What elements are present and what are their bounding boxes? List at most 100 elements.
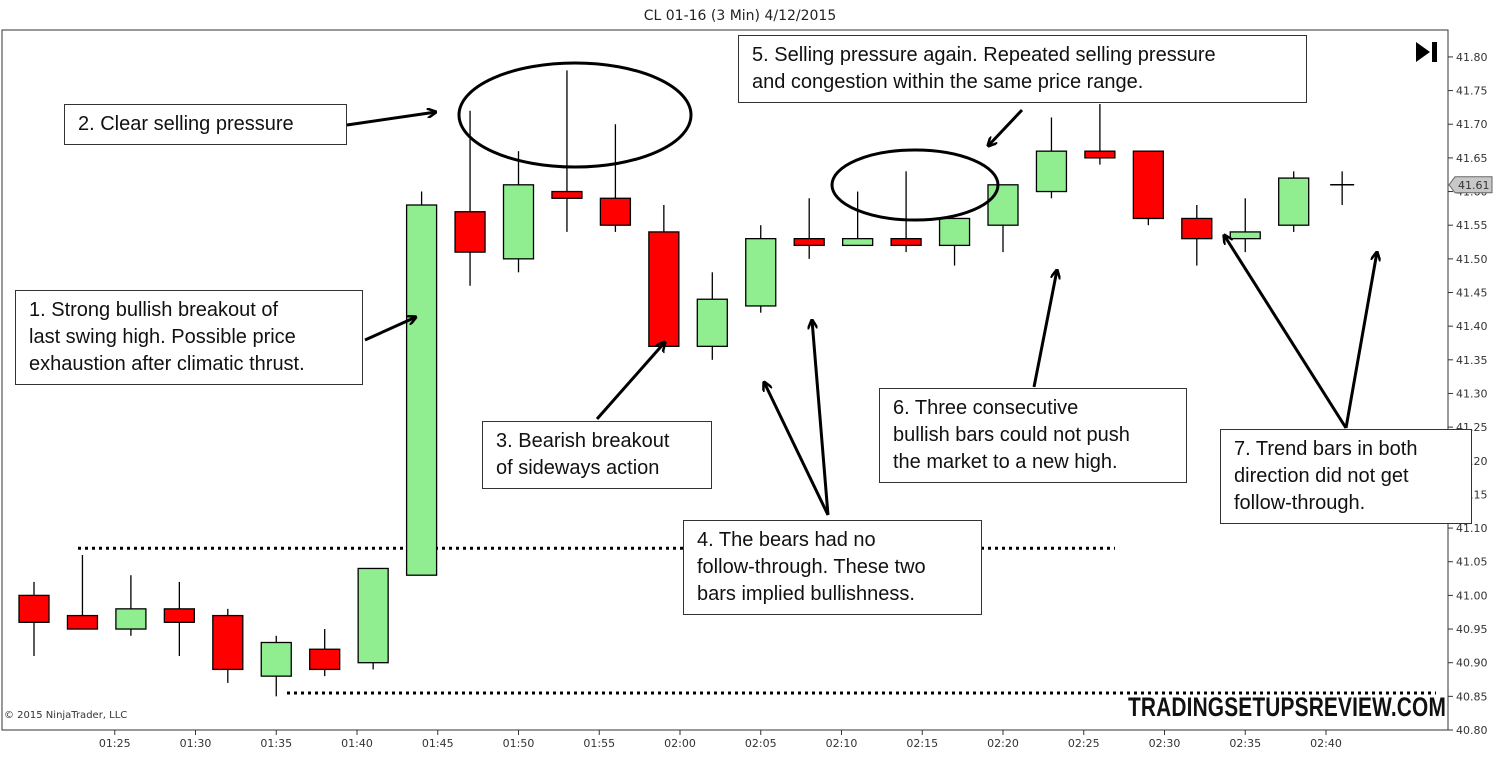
candle [163,581,196,656]
candle-body [987,184,1019,226]
price-tick-label: 41.00 [1456,589,1488,602]
candle [1035,117,1068,199]
time-tick-label: 02:25 [1068,737,1100,750]
price-tick-label: 41.75 [1456,85,1488,98]
candle [66,555,99,630]
candle [890,171,922,253]
annotation-box-1: 1. Strong bullish breakout of last swing… [15,290,363,385]
candle-body [745,238,777,307]
arrow-4a [764,382,830,516]
scroll-to-end-icon[interactable] [1413,40,1441,64]
candle [1132,150,1164,226]
candle [696,272,728,360]
price-tick-label: 41.55 [1456,219,1488,232]
reference-lines [78,546,1436,695]
time-tick-label: 01:25 [99,737,131,750]
price-tick-label: 40.85 [1456,690,1488,703]
candle-body [66,614,99,630]
candle [405,191,438,576]
annotation-1-line-3: exhaustion after climatic thrust. [29,353,305,375]
candle [599,124,632,232]
candle [357,567,389,670]
candle [938,217,971,266]
candle [745,225,777,313]
candle [260,635,292,697]
time-tick-label: 02:35 [1229,737,1261,750]
candle [1278,171,1310,232]
candle [551,70,583,232]
time-tick-label: 01:55 [583,737,615,750]
price-tick-label: 40.95 [1456,623,1488,636]
annotation-7-line-1: 7. Trend bars in both [1234,438,1418,460]
arrow-1 [364,317,416,342]
candle-body [1229,231,1261,240]
watermark: TRADINGSETUPSREVIEW.COM [1128,692,1446,722]
time-tick-label: 02:10 [826,737,858,750]
time-tick-label: 01:35 [260,737,292,750]
candle-body [793,238,825,247]
candle-body [260,641,292,677]
time-tick-label: 01:40 [341,737,373,750]
arrow-2 [346,112,436,127]
time-tick-label: 02:05 [745,737,777,750]
price-tick-label: 41.50 [1456,253,1488,266]
selling-pressure-ellipse [457,61,693,169]
time-tick-label: 02:15 [906,737,938,750]
candle-body [405,204,438,576]
annotation-1-line-1: 1. Strong bullish breakout of [29,299,279,321]
annotation-6-line-3: the market to a new high. [893,451,1118,473]
candle [115,575,147,636]
last-price-label: 41.61 [1458,179,1490,192]
candle-body [502,184,535,260]
time-tick-label: 02:40 [1310,737,1342,750]
annotation-box-3: 3. Bearish breakout of sideways action [482,421,712,489]
candle [987,184,1019,253]
candle [1181,205,1213,266]
price-tick-label: 41.65 [1456,152,1488,165]
annotation-4-line-3: bars implied bullishness. [697,583,915,605]
time-tick-label: 01:45 [422,737,454,750]
annotation-box-4: 4. The bears had no follow-through. Thes… [683,520,982,615]
candle-body [357,567,389,664]
price-tick-label: 41.45 [1456,287,1488,300]
candle [842,191,874,247]
arrow-3 [595,342,665,420]
candle-body [551,190,583,199]
candle-body [890,238,922,247]
annotation-3-line-1: 3. Bearish breakout [496,430,670,452]
last-price-marker: 41.61 [1448,176,1493,194]
annotation-arrows [346,108,1377,516]
annotation-4-line-1: 4. The bears had no [697,529,876,551]
candle [502,151,535,273]
annotation-box-2: 2. Clear selling pressure [64,104,347,145]
congestion-ellipse [830,148,1000,222]
candle-body [115,608,147,630]
candle [454,110,486,286]
price-tick-label: 41.10 [1456,522,1488,535]
candle-body [648,231,680,347]
candle [793,198,825,259]
price-tick-label: 41.05 [1456,556,1488,569]
chart-title: CL 01-16 (3 Min) 4/12/2015 [644,8,837,24]
time-axis: 01:25 01:30 01:35 01:40 01:45 01:50 01:55 02:00… [99,730,1342,750]
annotation-4-line-2: follow-through. These two [697,556,926,578]
time-tick-label: 02:30 [1149,737,1181,750]
candle-body [18,594,50,623]
arrow-4b [812,320,830,516]
candle-body [1278,177,1310,226]
candle-body [1132,150,1164,220]
candle-body [163,608,196,623]
annotation-box-7: 7. Trend bars in both direction did not … [1220,429,1472,524]
candle-body [696,298,728,347]
price-tick-label: 41.70 [1456,118,1488,131]
arrow-7b [1344,252,1377,429]
candle-body [212,614,244,671]
time-tick-label: 01:30 [180,737,212,750]
annotation-7-line-3: follow-through. [1234,492,1366,514]
annotation-2-line-1: 2. Clear selling pressure [78,113,294,135]
candle [309,629,341,677]
annotation-6-line-1: 6. Three consecutive [893,397,1079,419]
arrow-5 [988,108,1024,146]
candle-body [842,238,874,247]
candle-body [309,648,341,671]
